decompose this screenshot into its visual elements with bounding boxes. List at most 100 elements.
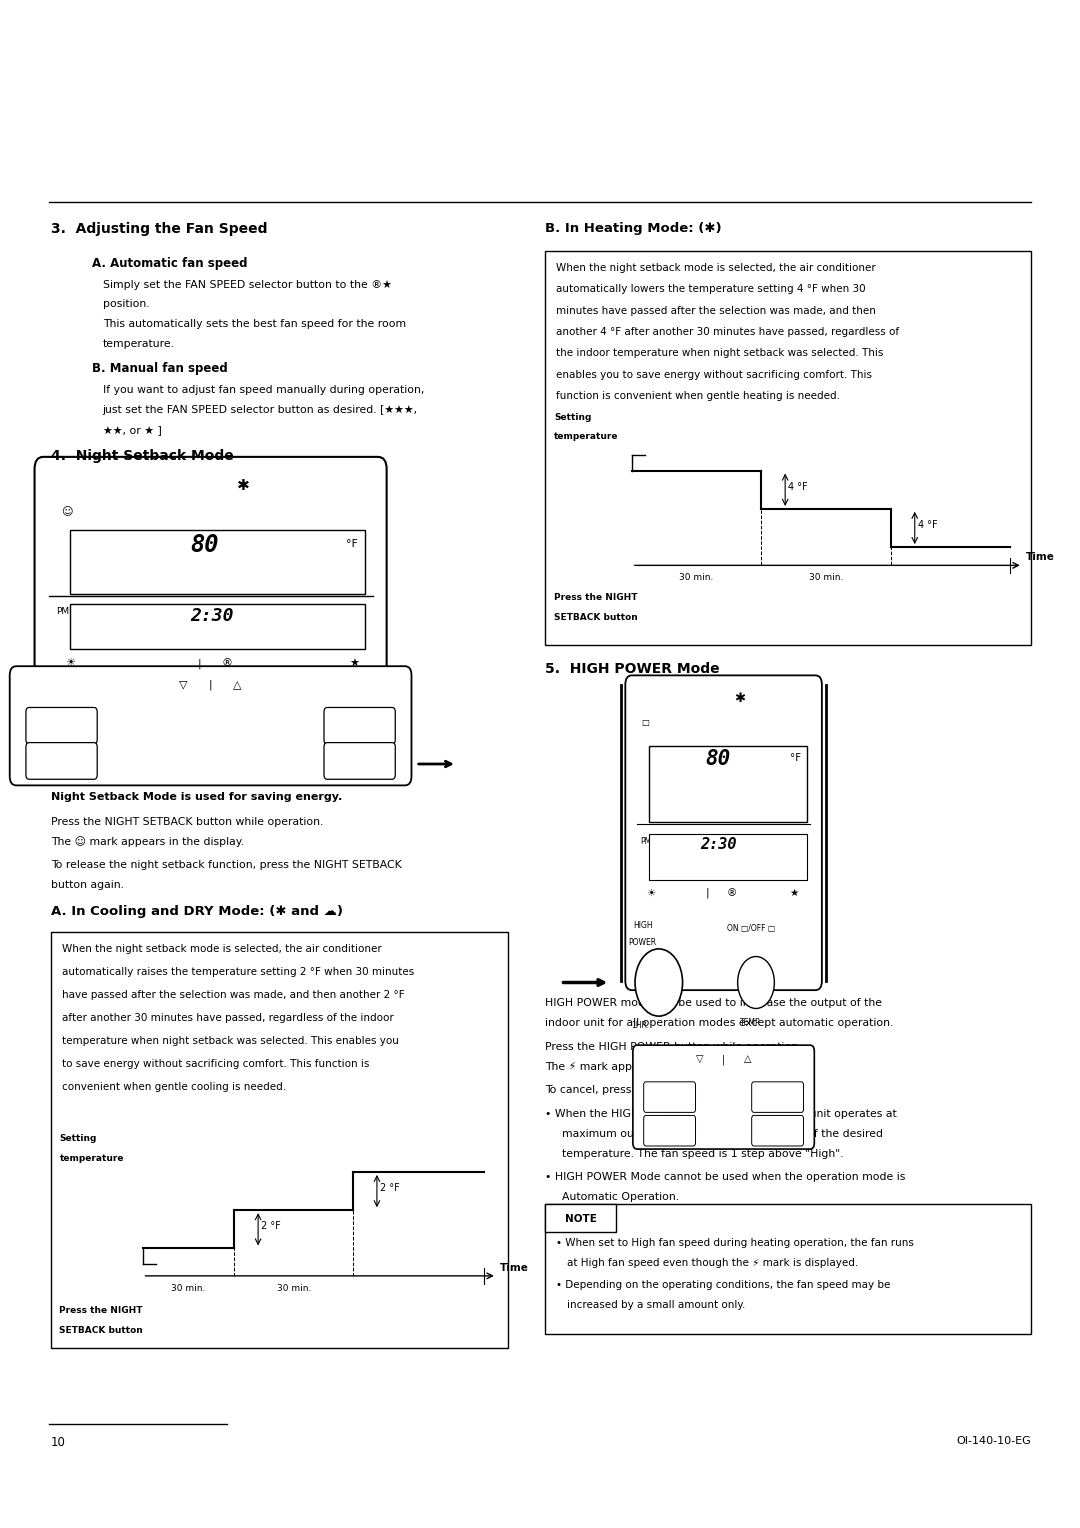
FancyBboxPatch shape <box>649 746 807 822</box>
Text: Setting: Setting <box>59 1134 97 1143</box>
Text: the indoor temperature when night setback was selected. This: the indoor temperature when night setbac… <box>556 348 883 359</box>
Text: automatically raises the temperature setting 2 °F when 30 minutes: automatically raises the temperature set… <box>62 967 414 978</box>
Text: Time: Time <box>500 1262 529 1273</box>
Text: NIGHT SETBACK: NIGHT SETBACK <box>756 1115 799 1120</box>
Text: temperature. The fan speed is 1 step above "High".: temperature. The fan speed is 1 step abo… <box>562 1149 843 1160</box>
Text: |: | <box>721 1054 726 1065</box>
Text: The ☺ mark appears in the display.: The ☺ mark appears in the display. <box>51 836 244 847</box>
Text: |: | <box>705 888 710 898</box>
Text: ®: ® <box>221 659 232 669</box>
FancyBboxPatch shape <box>633 1045 814 1149</box>
Text: 4 °F: 4 °F <box>918 520 937 530</box>
Text: 2 °F: 2 °F <box>380 1183 400 1193</box>
Text: convenient when gentle cooling is needed.: convenient when gentle cooling is needed… <box>62 1082 286 1093</box>
Text: increased by a small amount only.: increased by a small amount only. <box>567 1300 745 1311</box>
Text: ☀: ☀ <box>65 659 76 669</box>
Text: PM: PM <box>640 837 651 847</box>
Text: HIGH: HIGH <box>633 921 652 931</box>
Text: indoor unit for all operation modes except automatic operation.: indoor unit for all operation modes exce… <box>545 1018 894 1028</box>
Text: enables you to save energy without sacrificing comfort. This: enables you to save energy without sacri… <box>556 370 873 380</box>
Text: POWER: POWER <box>629 938 657 947</box>
Text: Press the NIGHT: Press the NIGHT <box>554 593 637 602</box>
Text: 80: 80 <box>705 749 731 769</box>
Text: ★: ★ <box>789 888 798 898</box>
Text: 1HR.: 1HR. <box>632 1021 649 1030</box>
Text: another 4 °F after another 30 minutes have passed, regardless of: another 4 °F after another 30 minutes ha… <box>556 327 900 338</box>
Text: • HIGH POWER Mode cannot be used when the operation mode is: • HIGH POWER Mode cannot be used when th… <box>545 1172 906 1183</box>
Text: ☺: ☺ <box>62 507 72 518</box>
Text: after another 30 minutes have passed, regardless of the indoor: after another 30 minutes have passed, re… <box>62 1013 393 1024</box>
Text: This automatically sets the best fan speed for the room: This automatically sets the best fan spe… <box>103 319 406 330</box>
FancyBboxPatch shape <box>51 932 508 1348</box>
Text: If you want to adjust fan speed manually during operation,: If you want to adjust fan speed manually… <box>103 385 424 396</box>
Text: ▽: ▽ <box>179 680 188 691</box>
Text: temperature when night setback was selected. This enables you: temperature when night setback was selec… <box>62 1036 399 1047</box>
Text: 30 min.: 30 min. <box>679 573 714 582</box>
Text: △: △ <box>744 1054 751 1065</box>
Text: ☀: ☀ <box>647 888 656 898</box>
Circle shape <box>635 949 683 1016</box>
FancyBboxPatch shape <box>324 743 395 779</box>
FancyBboxPatch shape <box>752 1115 804 1146</box>
Text: PM: PM <box>56 607 69 616</box>
Text: minutes have passed after the selection was made, and then: minutes have passed after the selection … <box>556 306 876 316</box>
FancyBboxPatch shape <box>545 1204 616 1232</box>
Text: □: □ <box>640 718 649 727</box>
Text: 10: 10 <box>51 1436 66 1450</box>
Text: FLAP: FLAP <box>662 1115 677 1120</box>
Text: ✱: ✱ <box>734 692 745 706</box>
Circle shape <box>738 957 774 1008</box>
Text: When the night setback mode is selected, the air conditioner: When the night setback mode is selected,… <box>62 944 381 955</box>
Text: • When the HIGH POWER button is pressed, the unit operates at: • When the HIGH POWER button is pressed,… <box>545 1109 897 1120</box>
Text: temperature.: temperature. <box>103 339 175 350</box>
Text: Press the NIGHT: Press the NIGHT <box>59 1306 143 1316</box>
FancyBboxPatch shape <box>70 604 365 649</box>
Text: To release the night setback function, press the NIGHT SETBACK: To release the night setback function, p… <box>51 860 402 871</box>
Text: 30 min.: 30 min. <box>172 1284 205 1293</box>
Text: Night Setback Mode is used for saving energy.: Night Setback Mode is used for saving en… <box>51 792 342 802</box>
Text: automatically lowers the temperature setting 4 °F when 30: automatically lowers the temperature set… <box>556 284 866 295</box>
Text: B. Manual fan speed: B. Manual fan speed <box>92 362 228 376</box>
FancyBboxPatch shape <box>545 1204 1031 1334</box>
Text: The ⚡ mark appears in the display.: The ⚡ mark appears in the display. <box>545 1062 734 1073</box>
Text: 2:30: 2:30 <box>700 837 737 853</box>
Text: FAN SPEED: FAN SPEED <box>652 1082 687 1086</box>
Text: maximum output for 30 minutes, regardless of the desired: maximum output for 30 minutes, regardles… <box>562 1129 882 1140</box>
Text: A. Automatic fan speed: A. Automatic fan speed <box>92 257 247 270</box>
Text: NOTE: NOTE <box>565 1215 596 1224</box>
Text: HIGH POWER mode can be used to increase the output of the: HIGH POWER mode can be used to increase … <box>545 998 882 1008</box>
Text: TEMP.: TEMP. <box>740 1018 761 1027</box>
Text: 80: 80 <box>190 533 219 558</box>
FancyBboxPatch shape <box>26 707 97 744</box>
FancyBboxPatch shape <box>752 1082 804 1112</box>
Text: Time: Time <box>1026 552 1055 562</box>
Text: just set the FAN SPEED selector button as desired. [★★★,: just set the FAN SPEED selector button a… <box>103 405 418 416</box>
Text: position.: position. <box>103 299 149 310</box>
Text: Simply set the FAN SPEED selector button to the ®★: Simply set the FAN SPEED selector button… <box>103 280 391 290</box>
Text: |: | <box>198 659 202 669</box>
Text: button again.: button again. <box>51 880 124 891</box>
Text: MODE: MODE <box>348 709 372 718</box>
Text: 4.  Night Setback Mode: 4. Night Setback Mode <box>51 449 233 463</box>
Text: temperature: temperature <box>59 1154 124 1163</box>
FancyBboxPatch shape <box>35 457 387 677</box>
Text: 4 °F: 4 °F <box>788 481 808 492</box>
Text: 30 min.: 30 min. <box>276 1284 311 1293</box>
Text: 2 °F: 2 °F <box>261 1221 281 1232</box>
FancyBboxPatch shape <box>26 743 97 779</box>
Text: △: △ <box>233 680 242 691</box>
Text: 2:30: 2:30 <box>190 607 234 625</box>
Text: have passed after the selection was made, and then another 2 °F: have passed after the selection was made… <box>62 990 404 1001</box>
Text: ®: ® <box>727 888 738 898</box>
FancyBboxPatch shape <box>649 834 807 880</box>
Text: ★: ★ <box>349 659 360 669</box>
Text: To cancel, press HIGH POWER button again.: To cancel, press HIGH POWER button again… <box>545 1085 784 1096</box>
Text: ON □/OFF □: ON □/OFF □ <box>727 924 774 934</box>
Text: at High fan speed even though the ⚡ mark is displayed.: at High fan speed even though the ⚡ mark… <box>567 1258 859 1268</box>
Text: B. In Heating Mode: (✱): B. In Heating Mode: (✱) <box>545 222 723 235</box>
Text: • When set to High fan speed during heating operation, the fan runs: • When set to High fan speed during heat… <box>556 1238 914 1248</box>
FancyBboxPatch shape <box>10 666 411 785</box>
Text: temperature: temperature <box>554 432 619 442</box>
Text: to save energy without sacrificing comfort. This function is: to save energy without sacrificing comfo… <box>62 1059 369 1070</box>
Text: 3.  Adjusting the Fan Speed: 3. Adjusting the Fan Speed <box>51 222 267 235</box>
